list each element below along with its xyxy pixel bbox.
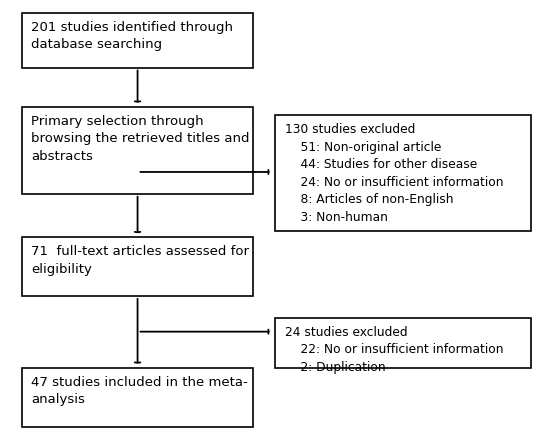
FancyBboxPatch shape (21, 368, 254, 427)
Text: 71  full-text articles assessed for
eligibility: 71 full-text articles assessed for eligi… (31, 245, 249, 276)
FancyBboxPatch shape (21, 237, 254, 296)
FancyBboxPatch shape (21, 13, 254, 67)
Text: 130 studies excluded
    51: Non-original article
    44: Studies for other dise: 130 studies excluded 51: Non-original ar… (285, 123, 503, 224)
Text: Primary selection through
browsing the retrieved titles and
abstracts: Primary selection through browsing the r… (31, 115, 250, 163)
FancyBboxPatch shape (275, 318, 531, 368)
Text: 24 studies excluded
    22: No or insufficient information
    2: Duplication: 24 studies excluded 22: No or insufficie… (285, 325, 503, 373)
Text: 47 studies included in the meta-
analysis: 47 studies included in the meta- analysi… (31, 376, 248, 406)
FancyBboxPatch shape (275, 115, 531, 231)
Text: 201 studies identified through
database searching: 201 studies identified through database … (31, 21, 233, 52)
FancyBboxPatch shape (21, 107, 254, 194)
